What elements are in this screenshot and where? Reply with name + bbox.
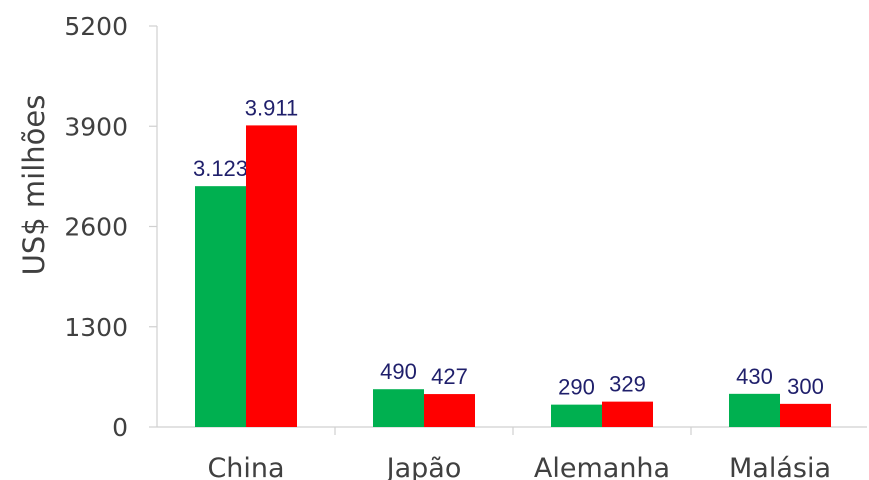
y-tick-label: 2600 [64,213,128,242]
bar-china-series-2 [246,125,297,427]
data-label: 427 [431,364,468,389]
x-category-label: Japão [385,453,462,480]
bar-japão-series-1 [373,389,424,427]
y-tick-label: 1300 [64,313,128,342]
y-tick-label: 3900 [64,112,128,141]
data-label: 490 [380,359,417,384]
data-label: 3.911 [245,95,298,120]
bar-malásia-series-1 [729,393,780,427]
bar-malásia-series-2 [780,403,831,427]
x-category-label: Alemanha [534,453,670,480]
x-category-label: Malásia [729,453,831,480]
y-axis-label: US$ milhões [17,95,51,276]
bar-alemanha-series-1 [551,404,602,427]
x-category-label: China [207,453,284,480]
data-label: 329 [609,372,646,397]
data-label: 430 [736,364,773,389]
data-label: 3.123 [193,156,248,181]
bar-alemanha-series-2 [602,401,653,427]
bar-japão-series-2 [424,394,475,427]
data-label: 290 [558,375,595,400]
data-label: 300 [787,374,824,399]
y-tick-label: 5200 [64,12,128,41]
y-tick-label: 0 [112,413,128,442]
bar-china-series-1 [195,186,246,427]
